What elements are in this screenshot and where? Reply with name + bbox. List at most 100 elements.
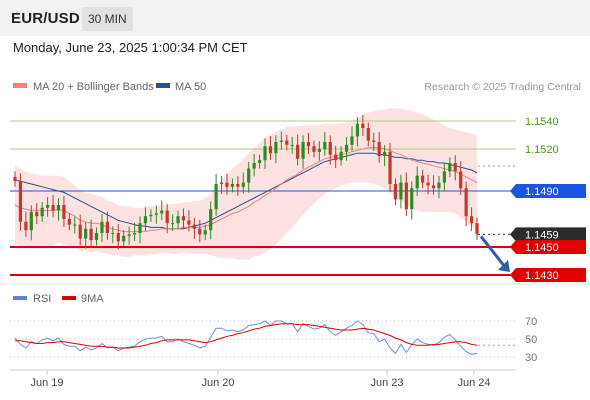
candle-body xyxy=(263,146,267,161)
x-tick-label: Jun 20 xyxy=(201,377,234,389)
candle-body xyxy=(46,205,50,208)
level-lines xyxy=(10,120,516,276)
candle-body xyxy=(219,182,224,184)
candle-body xyxy=(225,182,229,187)
copyright-text: Research © 2025 Trading Central xyxy=(424,81,581,93)
chart-datetime: Monday, June 23, 2025 1:00:34 PM CET xyxy=(13,40,248,55)
level-label: 1.1490 xyxy=(525,186,559,198)
candle-body xyxy=(383,151,387,156)
candle-body xyxy=(18,181,23,222)
candle-body xyxy=(377,142,381,156)
candle-body xyxy=(257,160,262,163)
level-badge-tip xyxy=(510,184,516,198)
candle-body xyxy=(29,212,33,231)
level-badge xyxy=(516,227,586,242)
candle-body xyxy=(73,224,77,226)
candle-body xyxy=(111,233,115,234)
candle-body xyxy=(306,142,311,147)
rsi-panel: 70 50 30 xyxy=(10,316,537,364)
x-tick-label: Jun 24 xyxy=(457,377,490,389)
candle-body xyxy=(203,230,207,235)
candle-body xyxy=(296,144,300,159)
candle-body xyxy=(89,228,93,240)
candle-body xyxy=(279,140,283,142)
candle-body xyxy=(355,123,360,137)
candle-body xyxy=(469,216,474,224)
candle-body xyxy=(40,207,44,217)
moving-averages xyxy=(14,147,478,233)
candle-body xyxy=(230,184,235,187)
candle-body xyxy=(317,149,321,152)
rsi-ma-legend-label: 9MA xyxy=(81,293,104,305)
x-tick-label: Jun 19 xyxy=(30,377,63,389)
candle-body xyxy=(127,234,131,236)
candle-body xyxy=(160,210,164,214)
ma50-line xyxy=(14,152,478,230)
x-axis: Jun 19 Jun 20 Jun 23 Jun 24 xyxy=(10,369,516,389)
candle-body xyxy=(154,213,158,215)
symbol-title: EUR/USD xyxy=(11,10,80,27)
candle-body xyxy=(285,140,289,145)
candle-body xyxy=(421,175,425,183)
candle-body xyxy=(94,233,99,240)
candle-body xyxy=(241,182,245,187)
candle-body xyxy=(132,233,137,235)
forecast-arrow-shaft xyxy=(479,235,507,268)
level-label: 1.1430 xyxy=(525,270,559,282)
candle-body xyxy=(464,188,468,217)
candle-body xyxy=(78,224,82,239)
candle-body xyxy=(209,209,213,231)
candle-body xyxy=(116,233,120,242)
candle-body xyxy=(334,154,338,161)
candle-body xyxy=(274,142,278,154)
candle-body xyxy=(187,220,191,225)
level-label: 1.1450 xyxy=(525,242,559,254)
candle-body xyxy=(404,182,408,210)
level-badge-tip xyxy=(510,268,516,282)
candle-body xyxy=(67,219,71,225)
candle-body xyxy=(437,182,441,189)
candle-body xyxy=(236,184,240,187)
candle-body xyxy=(312,146,316,152)
candle-body xyxy=(176,216,180,224)
candle-body xyxy=(459,171,463,189)
level-badge xyxy=(516,268,586,282)
level-label: 1.1540 xyxy=(525,116,559,128)
rsi-legend-swatch xyxy=(13,296,27,300)
candle-body xyxy=(181,216,186,221)
candle-body xyxy=(372,140,376,142)
candle-body xyxy=(171,223,175,225)
candle-body xyxy=(448,163,452,172)
candle-body xyxy=(301,142,305,159)
candle-body xyxy=(344,144,349,152)
candle-body xyxy=(290,144,294,146)
forecast-arrow-head xyxy=(498,260,510,272)
candle-body xyxy=(198,228,202,235)
candle-body xyxy=(323,142,327,149)
ma50-legend-swatch xyxy=(156,83,170,88)
candle-body xyxy=(24,221,28,231)
rsi-level-label: 30 xyxy=(525,352,537,364)
bollinger-band xyxy=(15,108,477,260)
candle-body xyxy=(366,128,370,141)
level-label: 1.1459 xyxy=(525,229,559,241)
level-badge-tip xyxy=(510,240,516,254)
rsi-ma-line xyxy=(15,323,478,349)
ma20-legend-swatch xyxy=(13,83,27,88)
candle-body xyxy=(122,235,126,242)
level-label: 1.1520 xyxy=(525,144,559,156)
candle-body xyxy=(100,221,104,233)
timeframe-button[interactable]: 30 MIN xyxy=(82,7,133,31)
candle-body xyxy=(252,163,256,169)
level-badge xyxy=(516,240,586,254)
ma20-legend-label: MA 20 + Bollinger Bands xyxy=(33,81,154,93)
candle-body xyxy=(393,184,398,200)
candle-body xyxy=(165,210,169,224)
candle-body xyxy=(35,212,39,217)
candle-body xyxy=(410,188,414,210)
candle-body xyxy=(328,142,332,155)
forecast-arrow xyxy=(479,235,510,272)
candle-body xyxy=(426,182,430,186)
